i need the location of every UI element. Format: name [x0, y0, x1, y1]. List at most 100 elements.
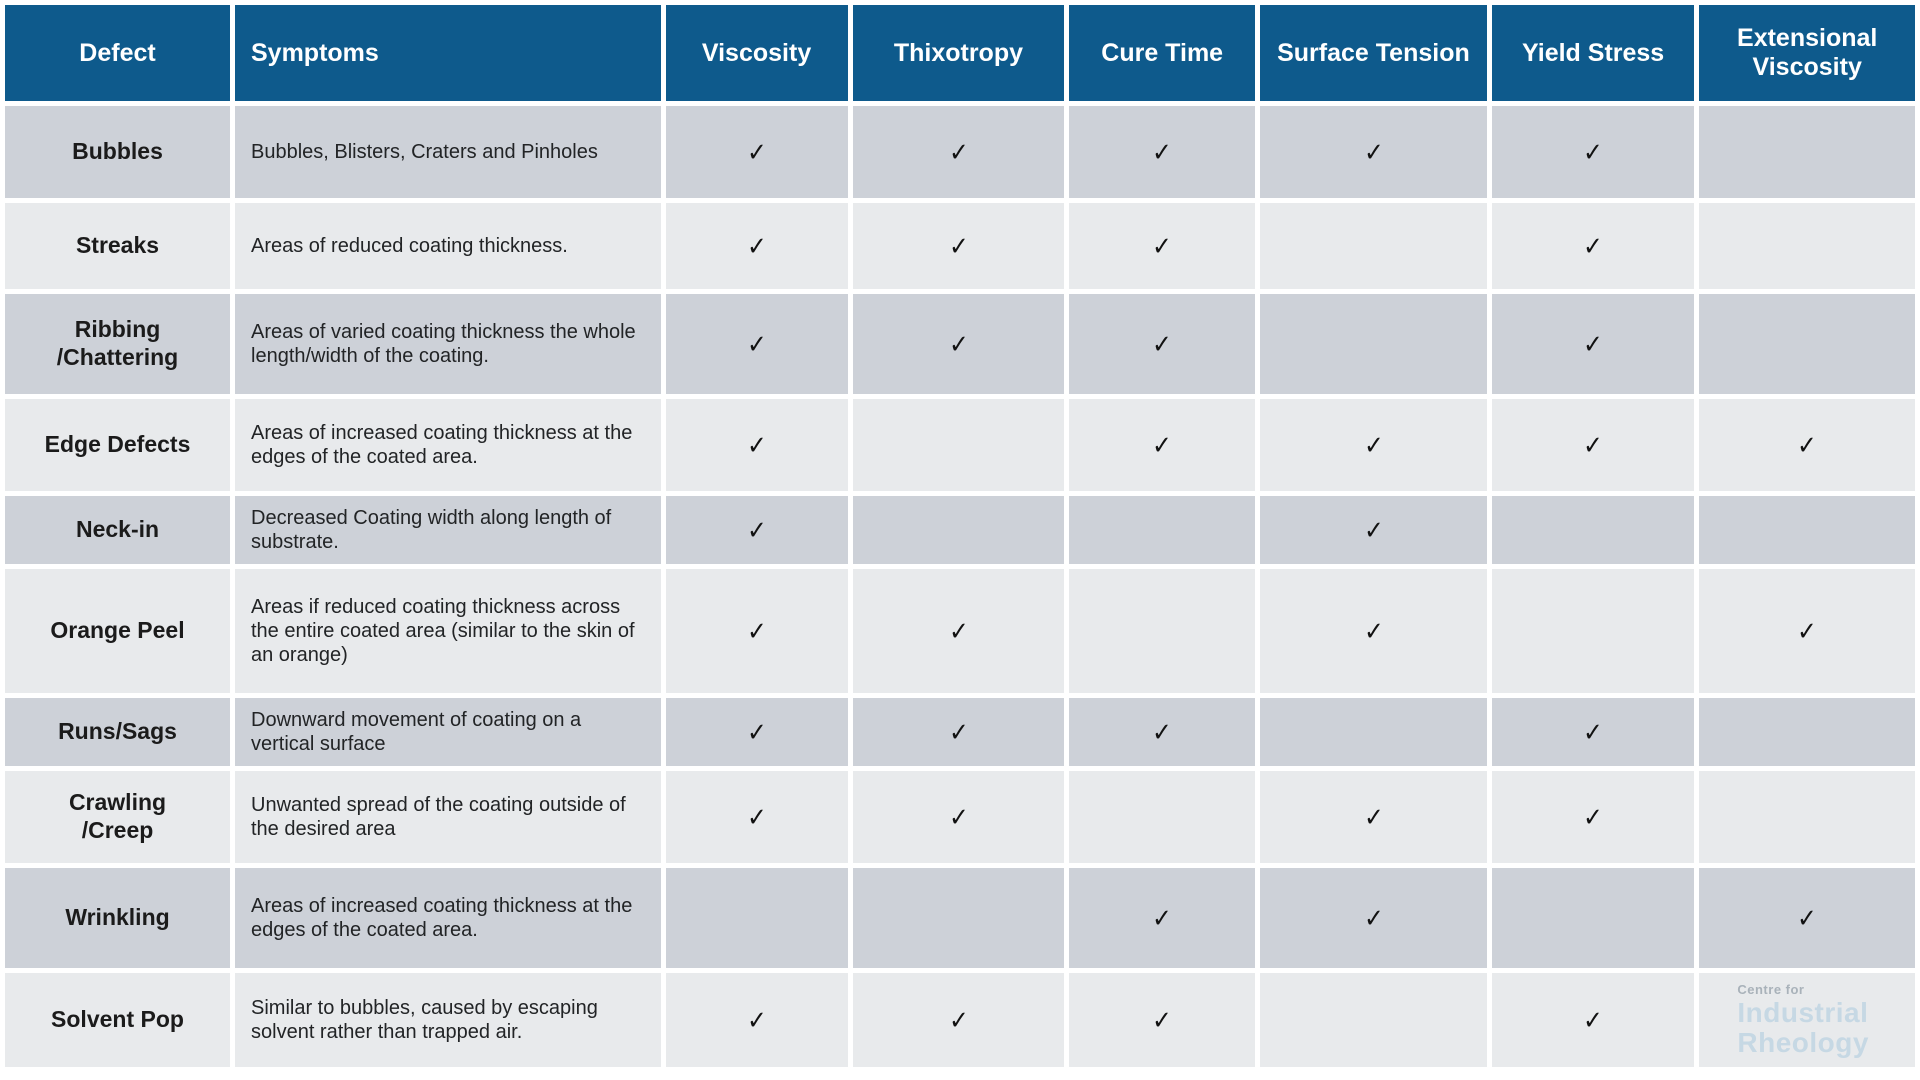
- symptoms-cell: Unwanted spread of the coating outside o…: [235, 771, 661, 863]
- table-row: Streaks Areas of reduced coating thicknes…: [5, 203, 1915, 289]
- defect-cell: Crawling /Creep: [5, 771, 230, 863]
- check-cell-viscosity: [665, 868, 848, 968]
- check-cell-cure-time: ✓: [1069, 868, 1255, 968]
- symptoms-cell: Bubbles, Blisters, Craters and Pinholes: [235, 106, 661, 198]
- check-cell-viscosity: ✓: [665, 399, 848, 491]
- check-cell-thixotropy: ✓: [852, 294, 1065, 394]
- check-cell-surface-tension: [1260, 973, 1487, 1067]
- check-icon: ✓: [1583, 136, 1603, 167]
- check-icon: ✓: [1797, 429, 1817, 460]
- check-icon: ✓: [1797, 902, 1817, 933]
- table-row: Bubbles Bubbles, Blisters, Craters and Pi…: [5, 106, 1915, 198]
- check-cell-cure-time: ✓: [1069, 399, 1255, 491]
- check-cell-viscosity: ✓: [665, 698, 848, 766]
- check-cell-extensional-viscosity: [1699, 106, 1915, 198]
- check-cell-yield-stress: [1491, 496, 1695, 564]
- table-row: Orange Peel Areas if reduced coating thic…: [5, 569, 1915, 693]
- header-row: Defect Symptoms Viscosity Thixotropy Cure Ti…: [5, 5, 1915, 101]
- check-cell-extensional-viscosity: ✓: [1699, 868, 1915, 968]
- check-cell-surface-tension: [1260, 294, 1487, 394]
- check-icon: ✓: [1152, 328, 1172, 359]
- check-icon: ✓: [1152, 1004, 1172, 1035]
- check-cell-viscosity: ✓: [665, 496, 848, 564]
- check-cell-thixotropy: ✓: [852, 106, 1065, 198]
- check-icon: ✓: [1797, 615, 1817, 646]
- column-header-thixotropy: Thixotropy: [852, 5, 1065, 101]
- check-cell-surface-tension: ✓: [1260, 868, 1487, 968]
- column-header-surface-tension: Surface Tension: [1260, 5, 1487, 101]
- check-cell-cure-time: ✓: [1069, 106, 1255, 198]
- check-cell-extensional-viscosity: [1699, 203, 1915, 289]
- check-icon: ✓: [1363, 615, 1384, 646]
- table-row: Wrinkling Areas of increased coating thic…: [5, 868, 1915, 968]
- check-cell-thixotropy: [852, 868, 1065, 968]
- check-cell-thixotropy: ✓: [852, 973, 1065, 1067]
- check-icon: ✓: [1363, 514, 1384, 545]
- check-cell-cure-time: [1069, 569, 1255, 693]
- check-cell-yield-stress: ✓: [1491, 698, 1695, 766]
- check-icon: ✓: [1363, 902, 1384, 933]
- check-icon: ✓: [1152, 716, 1172, 747]
- centre-for-industrial-rheology-logo: Centre for Industrial Rheology: [1709, 983, 1905, 1058]
- column-header-cure-time: Cure Time: [1069, 5, 1255, 101]
- check-icon: ✓: [1363, 801, 1384, 832]
- column-header-symptoms: Symptoms: [235, 5, 661, 101]
- defect-cell: Wrinkling: [5, 868, 230, 968]
- symptoms-cell: Areas if reduced coating thickness acros…: [235, 569, 661, 693]
- check-cell-extensional-viscosity: [1699, 698, 1915, 766]
- check-icon: ✓: [1583, 230, 1603, 261]
- check-cell-surface-tension: [1260, 203, 1487, 289]
- check-icon: ✓: [948, 328, 969, 359]
- check-icon: ✓: [1152, 230, 1172, 261]
- symptoms-cell: Areas of varied coating thickness the wh…: [235, 294, 661, 394]
- check-icon: ✓: [1583, 1004, 1603, 1035]
- check-cell-yield-stress: ✓: [1491, 203, 1695, 289]
- check-cell-extensional-viscosity: [1699, 294, 1915, 394]
- check-icon: ✓: [948, 801, 969, 832]
- symptoms-cell: Downward movement of coating on a vertic…: [235, 698, 661, 766]
- check-cell-extensional-viscosity: ✓: [1699, 569, 1915, 693]
- check-icon: ✓: [746, 136, 767, 167]
- check-cell-thixotropy: [852, 399, 1065, 491]
- check-icon: ✓: [948, 230, 969, 261]
- check-cell-yield-stress: ✓: [1491, 399, 1695, 491]
- check-cell-yield-stress: [1491, 868, 1695, 968]
- check-cell-surface-tension: ✓: [1260, 496, 1487, 564]
- check-cell-cure-time: ✓: [1069, 973, 1255, 1067]
- logo-wordmark: Industrial: [1737, 997, 1869, 1029]
- check-cell-extensional-viscosity: Centre for Industrial Rheology: [1699, 973, 1915, 1067]
- check-icon: ✓: [746, 716, 767, 747]
- defect-cell: Bubbles: [5, 106, 230, 198]
- check-cell-cure-time: ✓: [1069, 698, 1255, 766]
- defect-cell: Ribbing /Chattering: [5, 294, 230, 394]
- check-cell-cure-time: ✓: [1069, 203, 1255, 289]
- check-cell-surface-tension: ✓: [1260, 771, 1487, 863]
- table-row: Runs/Sags Downward movement of coating on…: [5, 698, 1915, 766]
- check-icon: ✓: [948, 136, 969, 167]
- check-cell-surface-tension: [1260, 698, 1487, 766]
- check-icon: ✓: [1583, 801, 1603, 832]
- check-cell-thixotropy: ✓: [852, 698, 1065, 766]
- table-body: Bubbles Bubbles, Blisters, Craters and Pi…: [5, 106, 1915, 1067]
- defect-cell: Runs/Sags: [5, 698, 230, 766]
- check-icon: ✓: [746, 801, 767, 832]
- check-cell-viscosity: ✓: [665, 771, 848, 863]
- check-cell-thixotropy: ✓: [852, 569, 1065, 693]
- check-cell-extensional-viscosity: ✓: [1699, 399, 1915, 491]
- table-row: Neck-in Decreased Coating width along len…: [5, 496, 1915, 564]
- check-cell-surface-tension: ✓: [1260, 569, 1487, 693]
- defect-cell: Neck-in: [5, 496, 230, 564]
- table-row: Edge Defects Areas of increased coating t…: [5, 399, 1915, 491]
- check-cell-viscosity: ✓: [665, 973, 848, 1067]
- check-cell-viscosity: ✓: [665, 294, 848, 394]
- check-icon: ✓: [948, 1004, 969, 1035]
- check-icon: ✓: [746, 328, 767, 359]
- check-icon: ✓: [746, 514, 767, 545]
- check-icon: ✓: [1152, 902, 1172, 933]
- column-header-extensional-viscosity: Extensional Viscosity: [1699, 5, 1915, 101]
- check-cell-extensional-viscosity: [1699, 496, 1915, 564]
- check-icon: ✓: [746, 230, 767, 261]
- check-icon: ✓: [1583, 328, 1603, 359]
- symptoms-cell: Similar to bubbles, caused by escaping s…: [235, 973, 661, 1067]
